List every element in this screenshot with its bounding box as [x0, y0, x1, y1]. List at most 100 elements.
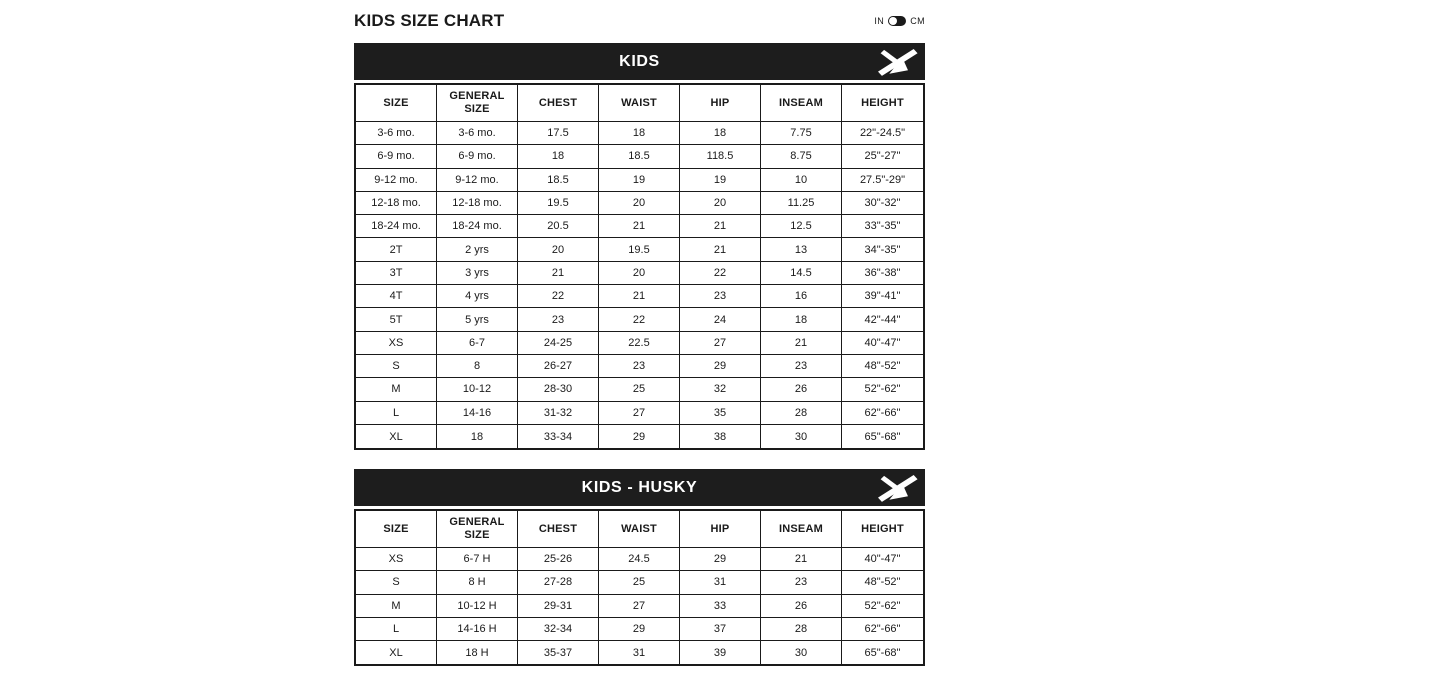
- table-cell: 33: [680, 594, 761, 618]
- table-cell: 33"-35": [842, 215, 923, 239]
- table-cell: 34"-35": [842, 238, 923, 262]
- table-cell: 18.5: [518, 168, 599, 192]
- table-cell: 25: [599, 571, 680, 595]
- table-row: 6-9 mo. 6-9 mo. 18 18.5 118.5 8.75 25"-27": [356, 145, 923, 169]
- table-row: 18-24 mo. 18-24 mo. 20.5 21 21 12.5 33"-35": [356, 215, 923, 239]
- table-cell: 33-34: [518, 424, 599, 449]
- table-cell: 31: [680, 571, 761, 595]
- table-row: 9-12 mo. 9-12 mo. 18.5 19 19 10 27.5"-29": [356, 168, 923, 192]
- table-cell: 4 yrs: [437, 285, 518, 309]
- table-cell: 18: [599, 122, 680, 146]
- table-cell: 9-12 mo.: [437, 168, 518, 192]
- table-cell: 27: [599, 401, 680, 425]
- unit-toggle: IN CM: [874, 16, 925, 26]
- table-cell: 10: [761, 168, 842, 192]
- table-cell: 31-32: [518, 401, 599, 425]
- table-cell: 26: [761, 378, 842, 402]
- table-cell: 21: [761, 548, 842, 572]
- table-cell: 24.5: [599, 548, 680, 572]
- column-header-waist: WAIST: [599, 511, 680, 548]
- table-cell: 62"-66": [842, 402, 923, 425]
- table-cell: 19.5: [518, 191, 599, 216]
- table-cell: 8: [437, 354, 518, 379]
- table-cell: 18: [680, 122, 761, 146]
- unit-toggle-switch[interactable]: [888, 16, 907, 26]
- table-row: S 8 26-27 23 29 23 48"-52": [356, 354, 923, 379]
- column-header-inseam: INSEAM: [761, 511, 842, 548]
- table-cell: 20: [599, 191, 680, 216]
- table-cell: 23: [680, 285, 761, 309]
- table-cell: 7.75: [761, 122, 842, 146]
- table-cell: 52"-62": [842, 378, 923, 402]
- column-header-hip: HIP: [680, 511, 761, 548]
- table-row: XS 6-7 H 25-26 24.5 29 21 40"-47": [356, 548, 923, 572]
- column-header-height: HEIGHT: [842, 85, 923, 122]
- table-cell: 118.5: [680, 145, 761, 169]
- table-cell: 25-26: [518, 548, 599, 572]
- table-cell: 29: [599, 424, 680, 449]
- table-cell: 8 H: [437, 571, 518, 595]
- table-cell: 21: [680, 215, 761, 239]
- column-header-general-size: GENERAL SIZE: [437, 85, 518, 122]
- table-cell: M: [356, 594, 437, 618]
- table-cell: 65"-68": [864, 430, 901, 443]
- toggle-knob-icon: [889, 17, 898, 25]
- table-cell: 48"-52": [842, 571, 923, 595]
- table-cell: 20.5: [518, 215, 599, 239]
- table-cell: 30: [761, 424, 842, 449]
- table-cell: 23: [599, 354, 680, 379]
- table-cell: 6-9 mo.: [437, 145, 518, 169]
- table-cell: XS: [356, 331, 437, 355]
- brand-logo-icon: [878, 48, 918, 76]
- table-cell: 13: [761, 238, 842, 262]
- table-cell: 4T: [356, 285, 437, 309]
- column-header-size: SIZE: [356, 85, 437, 122]
- table-cell: 22: [680, 261, 761, 286]
- table-row: XL 18 33-34 29 38 30 65"-68": [356, 424, 923, 449]
- table-cell: 12.5: [761, 215, 842, 239]
- table-cell: 65"-68": [864, 646, 901, 659]
- header-row: SIZE GENERAL SIZE CHEST WAIST HIP INSEAM HEIGH…: [356, 511, 923, 548]
- table-cell: 28: [761, 617, 842, 642]
- table-cell: 38: [680, 424, 761, 449]
- table-cell: 25: [599, 378, 680, 402]
- table-cell: 11.25: [761, 191, 842, 216]
- table-row: 12-18 mo. 12-18 mo. 19.5 20 20 11.25 30"-32": [356, 191, 923, 216]
- table-cell: 32: [680, 378, 761, 402]
- table-row: 3-6 mo. 3-6 mo. 17.5 18 18 7.75 22"-24.5": [356, 122, 923, 146]
- table-cell: 23: [761, 354, 842, 379]
- table-cell: 6-9 mo.: [356, 145, 437, 169]
- table-cell: 8.75: [761, 145, 842, 169]
- table-cell: 29: [599, 617, 680, 642]
- table-cell: 22.5: [599, 331, 680, 355]
- table-cell: 9-12 mo.: [356, 168, 437, 192]
- table-cell: L: [356, 401, 437, 425]
- table-cell: 27: [599, 594, 680, 618]
- table-cell: 3-6 mo.: [437, 122, 518, 146]
- table-cell: 35: [680, 401, 761, 425]
- column-header-chest: CHEST: [518, 85, 599, 122]
- table-cell: 19: [680, 168, 761, 192]
- table-cell: 42"-44": [842, 308, 923, 332]
- page-title: KIDS SIZE CHART: [354, 11, 505, 30]
- table-row: XL 18 H 35-37 31 39 30 65"-68": [356, 641, 923, 665]
- table-cell: 23: [761, 571, 842, 595]
- table-row: 5T 5 yrs 23 22 24 18 42"-44": [356, 308, 923, 332]
- table-row: M 10-12 28-30 25 32 26 52"-62": [356, 378, 923, 402]
- table-cell: 3T: [356, 261, 437, 286]
- table-cell: 62"-66": [842, 618, 923, 642]
- table-cell: 39"-41": [842, 285, 923, 309]
- column-header-general-size: GENERAL SIZE: [437, 511, 518, 548]
- table-cell: 18: [761, 308, 842, 332]
- unit-label-in[interactable]: IN: [874, 16, 885, 26]
- column-header-chest: CHEST: [518, 511, 599, 548]
- table-cell: 14-16: [437, 401, 518, 425]
- table-cell: 5T: [356, 308, 437, 332]
- header-row: SIZE GENERAL SIZE CHEST WAIST HIP INSEAM HEIGH…: [356, 85, 923, 122]
- table-cell: 29-31: [518, 594, 599, 618]
- kids-table-band: KIDS: [354, 43, 925, 80]
- table-cell: 20: [599, 261, 680, 286]
- table-cell: 16: [761, 285, 842, 309]
- unit-label-cm[interactable]: CM: [910, 16, 925, 26]
